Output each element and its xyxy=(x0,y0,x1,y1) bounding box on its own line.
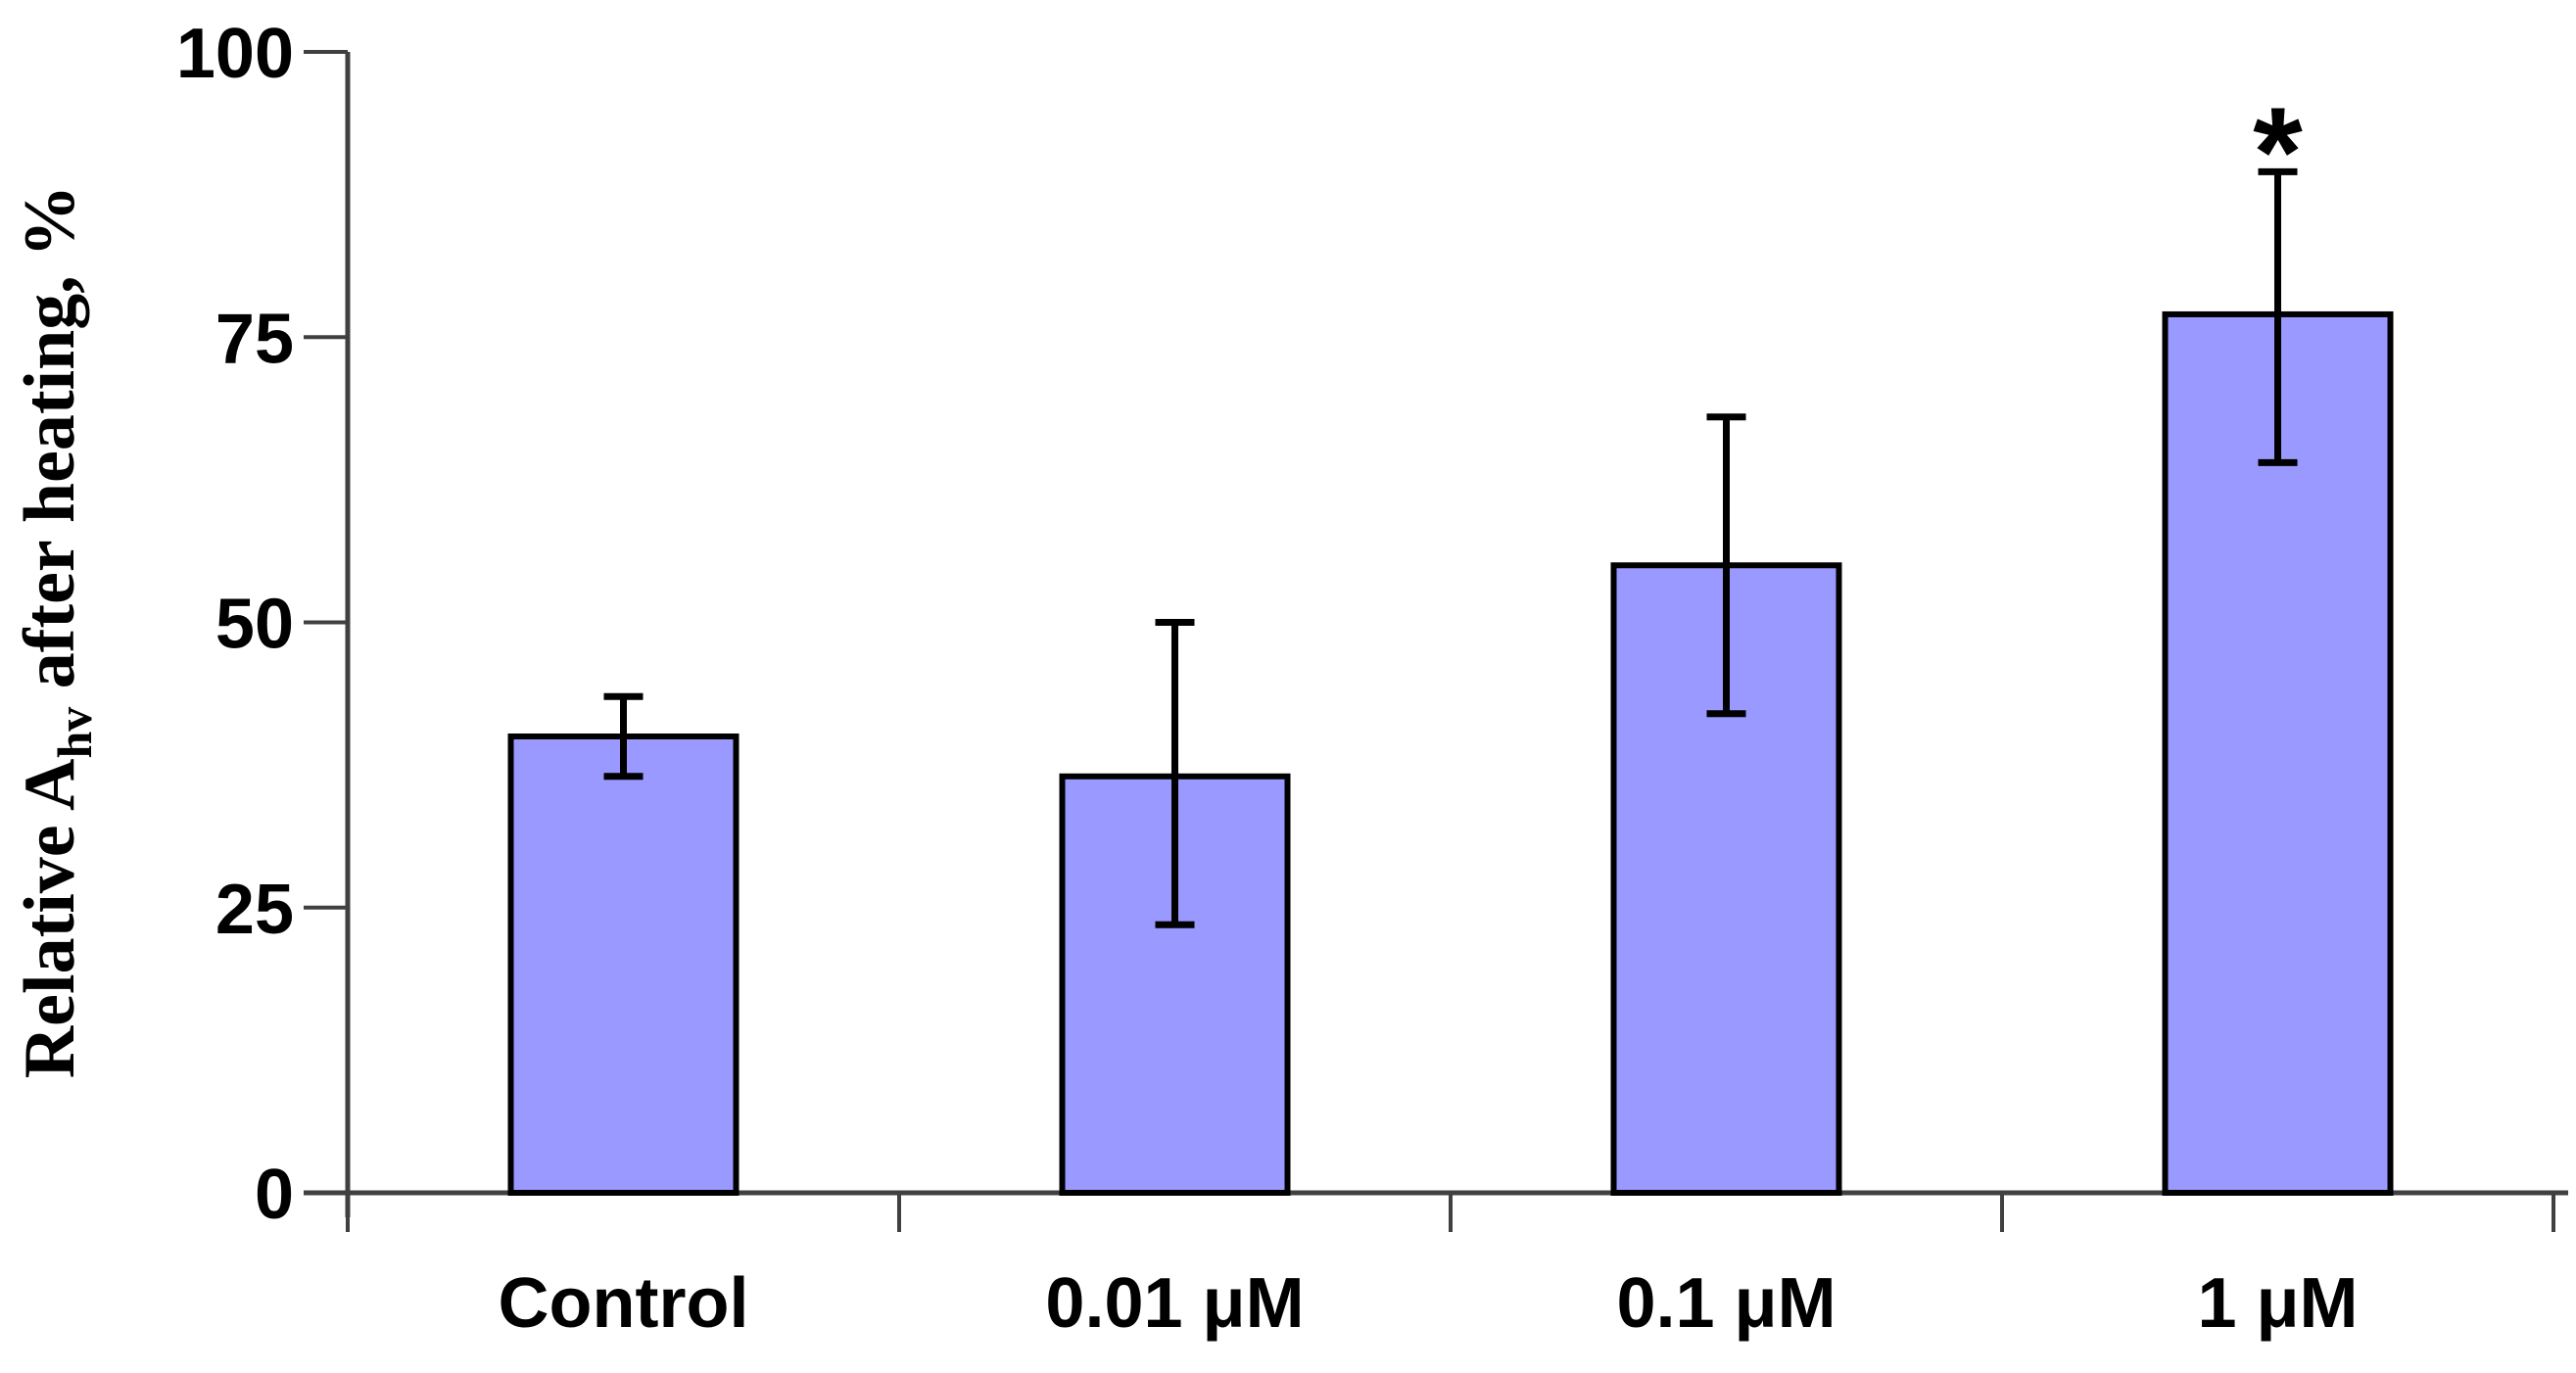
y-axis-title-rest: after heating, % xyxy=(10,185,90,707)
y-tick-label-0: 0 xyxy=(255,1156,294,1234)
y-axis-title: Relative Ahv after heating, % xyxy=(10,185,102,1079)
y-tick-label-25: 25 xyxy=(215,871,294,949)
y-tick-label-100: 100 xyxy=(176,15,294,93)
x-category-label-2: 0.01 μM xyxy=(1045,1264,1304,1343)
bar-1 xyxy=(507,734,739,1196)
y-tick-label-75: 75 xyxy=(215,300,294,378)
y-axis-title-main: Relative A xyxy=(10,759,90,1079)
y-axis-title-subscript: hv xyxy=(47,707,102,759)
plot-area: 0 25 50 75 100 Control 0.01 μM 0.1 μM 1 μM * xyxy=(176,15,2568,1343)
x-category-label-1: Control xyxy=(499,1264,749,1343)
x-category-label-4: 1 μM xyxy=(2197,1264,2358,1343)
x-category-label-3: 0.1 μM xyxy=(1616,1264,1836,1343)
significance-asterisk-1: * xyxy=(2253,80,2303,223)
y-tick-label-50: 50 xyxy=(215,586,294,664)
